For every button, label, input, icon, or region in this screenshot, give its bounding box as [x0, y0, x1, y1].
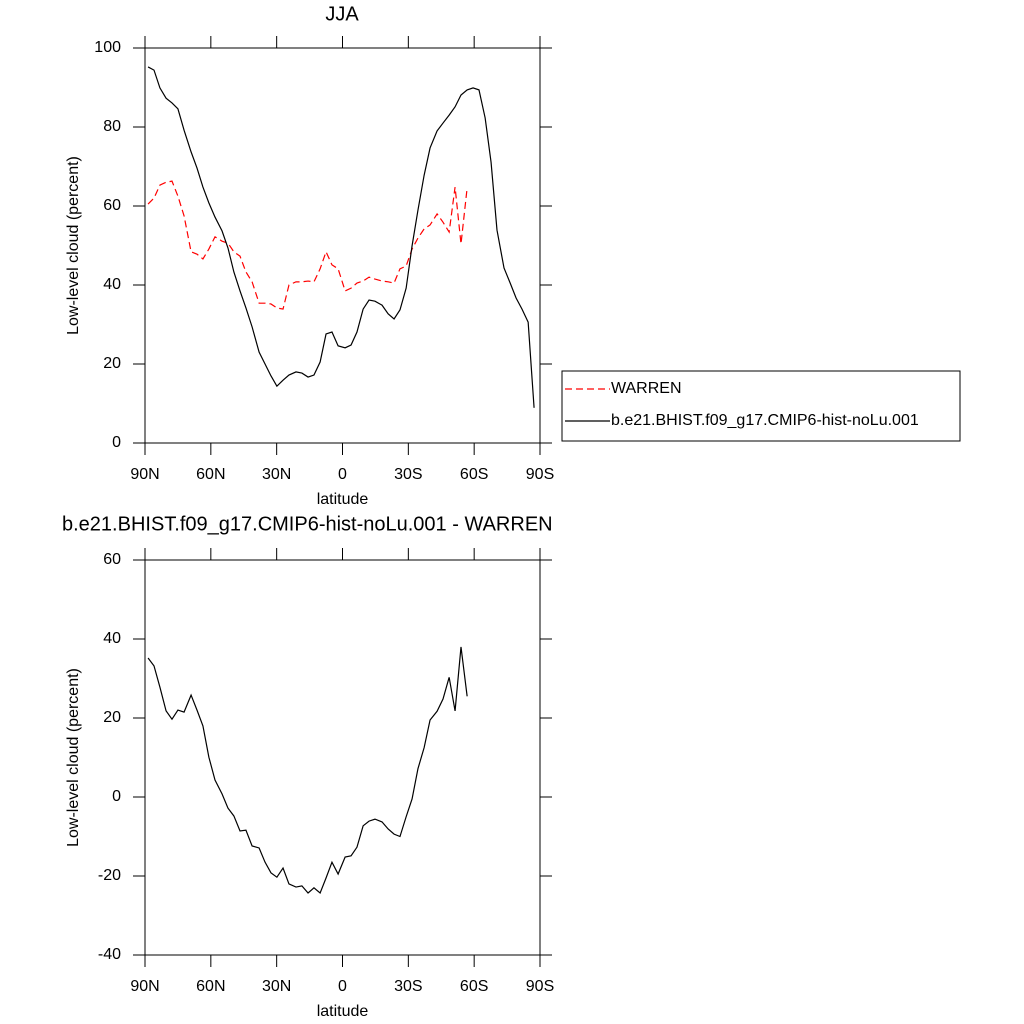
- plot: b.e21.BHIST.f09_g17.CMIP6-hist-noLu.001 …: [62, 513, 554, 1020]
- y-tick-label: 100: [94, 39, 121, 56]
- y-tick-label: 40: [103, 630, 121, 647]
- legend-label: WARREN: [611, 380, 682, 397]
- x-tick-label: 0: [338, 978, 347, 995]
- x-tick-label: 60S: [460, 978, 488, 995]
- x-axis-title: latitude: [317, 1003, 369, 1020]
- x-tick-label: 30S: [394, 466, 422, 483]
- legend-label: b.e21.BHIST.f09_g17.CMIP6-hist-noLu.001: [611, 412, 919, 429]
- series-line: [147, 66, 535, 408]
- legend: WARREN b.e21.BHIST.f09_g17.CMIP6-hist-noL…: [561, 370, 961, 442]
- chart-title: JJA: [325, 3, 359, 25]
- plot-frame: [144, 47, 541, 444]
- x-axis-title: latitude: [317, 491, 369, 508]
- x-tick-label: 60S: [460, 466, 488, 483]
- x-tick-label: 30N: [262, 466, 291, 483]
- x-tick-label: 0: [338, 466, 347, 483]
- series-line: [147, 646, 468, 894]
- y-tick-label: -20: [98, 867, 121, 884]
- plot: JJA latitude Low-level cloud (percent) 0 20 4…: [65, 3, 961, 508]
- x-tick-label: 30N: [262, 978, 291, 995]
- x-tick-label: 90N: [130, 978, 159, 995]
- y-tick-label: -40: [98, 946, 121, 963]
- x-tick-label: 60N: [196, 978, 225, 995]
- y-tick-label: 60: [103, 197, 121, 214]
- y-tick-label: 20: [103, 709, 121, 726]
- y-tick-label: 40: [103, 276, 121, 293]
- x-tick-label: 60N: [196, 466, 225, 483]
- y-tick-label: 60: [103, 551, 121, 568]
- x-tick-label: 90S: [526, 466, 554, 483]
- y-tick-label: 0: [112, 788, 121, 805]
- y-axis-title: Low-level cloud (percent): [65, 668, 82, 847]
- chart-title: b.e21.BHIST.f09_g17.CMIP6-hist-noLu.001 …: [62, 513, 553, 535]
- y-tick-label: 0: [112, 434, 121, 451]
- series-line: [147, 180, 468, 310]
- plot-frame: [144, 559, 541, 956]
- x-tick-label: 90N: [130, 466, 159, 483]
- y-axis-title: Low-level cloud (percent): [65, 156, 82, 335]
- x-tick-label: 90S: [526, 978, 554, 995]
- x-tick-label: 30S: [394, 978, 422, 995]
- y-tick-label: 80: [103, 118, 121, 135]
- y-tick-label: 20: [103, 355, 121, 372]
- legend-box: [561, 370, 961, 442]
